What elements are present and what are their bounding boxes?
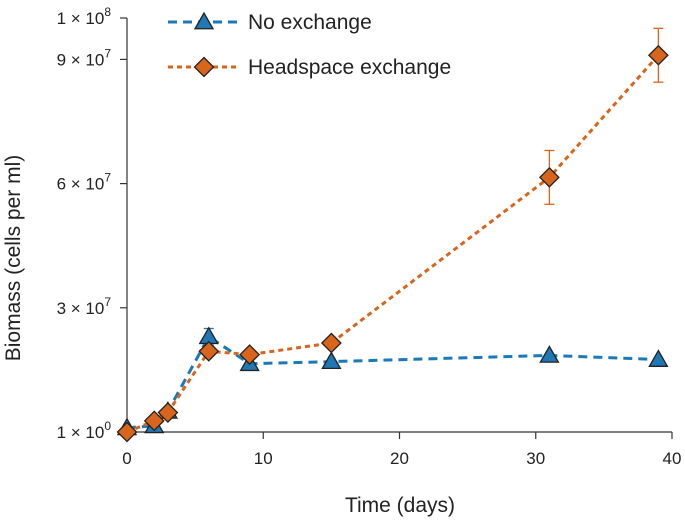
x-tick-label: 20 bbox=[390, 449, 409, 468]
data-point bbox=[116, 421, 138, 443]
data-point bbox=[198, 340, 220, 362]
data-point bbox=[157, 402, 179, 423]
y-tick-mantissa: 6 × 10 bbox=[57, 175, 105, 194]
data-point bbox=[320, 332, 342, 354]
data-point bbox=[539, 345, 560, 363]
y-tick-label: 3 × 107 bbox=[57, 295, 112, 318]
series-line bbox=[126, 54, 660, 434]
x-tick-label: 30 bbox=[526, 449, 545, 468]
x-axis-title: Time (days) bbox=[345, 494, 455, 517]
series-layer bbox=[116, 27, 669, 443]
y-tick-exponent: 7 bbox=[104, 295, 111, 309]
data-point bbox=[239, 344, 261, 366]
data-point bbox=[143, 410, 165, 432]
legend-label: Headspace exchange bbox=[248, 56, 451, 79]
x-tick-label: 0 bbox=[122, 449, 131, 468]
y-axis-title: Biomass (cells per ml) bbox=[2, 155, 25, 362]
y-tick-label: 9 × 107 bbox=[57, 46, 112, 69]
y-tick-exponent: 7 bbox=[104, 171, 111, 185]
y-tick-label: 6 × 107 bbox=[57, 171, 112, 194]
data-point bbox=[647, 44, 669, 66]
y-tick-mantissa: 3 × 10 bbox=[57, 299, 105, 318]
series-triangle-group bbox=[116, 326, 669, 436]
legend-marker-triangle bbox=[193, 11, 215, 30]
y-tick-mantissa: 9 × 10 bbox=[57, 50, 105, 69]
legend-marker-diamond bbox=[193, 56, 215, 78]
y-tick-exponent: 7 bbox=[104, 46, 111, 60]
data-point bbox=[538, 166, 560, 188]
y-tick-exponent: 8 bbox=[104, 5, 111, 19]
x-tick-label: 10 bbox=[254, 449, 273, 468]
data-point bbox=[648, 349, 669, 367]
data-point bbox=[321, 351, 342, 370]
legend-label: No exchange bbox=[248, 11, 372, 34]
x-tick-label: 40 bbox=[663, 449, 682, 468]
y-tick-label: 1 × 108 bbox=[57, 5, 112, 28]
y-tick-label: 1 × 100 bbox=[57, 419, 112, 442]
y-tick-mantissa: 1 × 10 bbox=[57, 423, 105, 442]
y-tick-mantissa: 1 × 10 bbox=[57, 9, 105, 28]
y-tick-exponent: 0 bbox=[104, 419, 111, 433]
series-diamond-group bbox=[116, 27, 669, 443]
legend: No exchange Headspace exchange bbox=[168, 11, 451, 79]
